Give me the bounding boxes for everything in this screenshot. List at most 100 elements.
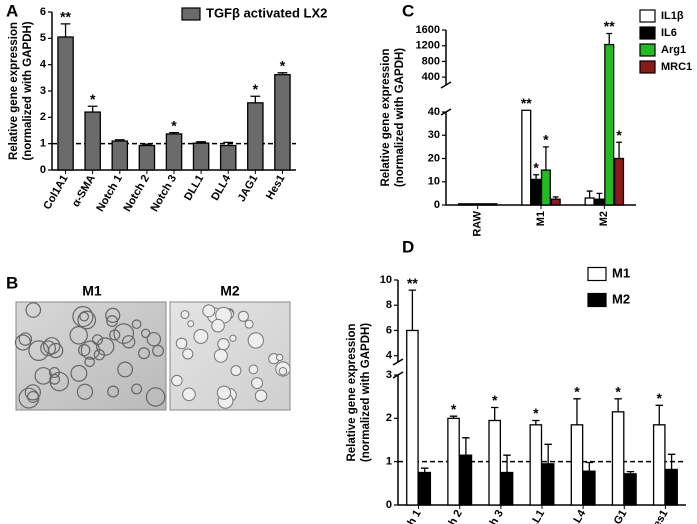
bar xyxy=(447,417,460,506)
x-tick-label: DLL1 xyxy=(182,173,206,203)
error-bar xyxy=(503,454,511,473)
bar xyxy=(457,203,468,206)
bar xyxy=(604,43,615,206)
cell xyxy=(202,304,216,318)
x-tick-label: Notch 3 xyxy=(475,508,506,524)
y-tick-label: 10 xyxy=(380,274,392,286)
y-tick-label: 6 xyxy=(40,6,46,18)
cell xyxy=(72,306,94,328)
bar xyxy=(594,198,605,206)
image-title: M2 xyxy=(220,283,240,299)
cell xyxy=(180,310,190,319)
bar xyxy=(418,471,432,506)
bar xyxy=(459,454,473,506)
cell xyxy=(78,343,91,357)
significance: * xyxy=(90,91,96,107)
bar xyxy=(247,102,264,171)
cell xyxy=(217,338,230,351)
cell xyxy=(182,387,196,402)
error-bar xyxy=(544,443,552,464)
cell xyxy=(152,344,165,357)
y-tick-label: 0 xyxy=(40,164,46,176)
significance: * xyxy=(615,384,621,400)
bar xyxy=(611,411,625,506)
bar xyxy=(624,473,637,506)
y-axis-label: (normalized with GAPDH) xyxy=(394,48,406,187)
y-tick-label: 0 xyxy=(434,199,440,211)
error-bar xyxy=(250,95,261,103)
x-tick-label: Hes1 xyxy=(264,173,288,202)
error-bar xyxy=(462,437,470,456)
y-tick-label: 2 xyxy=(386,412,392,424)
axis-break xyxy=(440,81,452,89)
bar xyxy=(582,470,596,506)
cell xyxy=(248,364,259,375)
cell xyxy=(237,310,249,322)
cell xyxy=(171,374,183,387)
error-bar xyxy=(596,192,603,200)
error-bar xyxy=(542,146,549,171)
bar xyxy=(488,419,502,506)
bar xyxy=(541,463,555,506)
error-bar xyxy=(585,461,594,472)
cell xyxy=(105,307,121,323)
error-bar xyxy=(449,415,458,419)
cell xyxy=(213,348,228,363)
bar xyxy=(57,36,74,171)
significance: * xyxy=(451,401,457,417)
x-tick-label: RAW xyxy=(472,210,484,236)
significance: * xyxy=(533,159,539,175)
bar xyxy=(111,140,129,171)
legend-label: IL6 xyxy=(661,27,677,39)
error-bar xyxy=(533,174,540,180)
cell xyxy=(229,334,237,342)
significance: * xyxy=(574,384,580,400)
panel-label: D xyxy=(402,237,414,256)
x-tick-label: Hes1 xyxy=(647,508,671,524)
cell xyxy=(25,302,42,318)
legend-swatch xyxy=(639,9,656,23)
cell xyxy=(140,328,151,339)
y-tick-label: 1200 xyxy=(416,40,440,52)
panel-label: B xyxy=(6,273,18,292)
cell xyxy=(14,334,32,351)
x-tick-label: M1 xyxy=(535,211,547,226)
y-tick-label: 40 xyxy=(428,106,440,118)
significance: * xyxy=(533,405,539,421)
cell xyxy=(28,340,49,361)
cell xyxy=(216,385,232,400)
x-tick-label: JAG1 xyxy=(236,173,261,204)
error-bar xyxy=(667,453,676,470)
significance: ** xyxy=(60,9,71,25)
error-bar xyxy=(626,470,635,474)
cell xyxy=(131,319,142,330)
x-tick-label: DLL1 xyxy=(523,508,547,524)
legend-label: IL1β xyxy=(661,10,684,22)
cell xyxy=(146,331,162,347)
legend-swatch xyxy=(587,266,607,282)
cell xyxy=(77,310,97,330)
cell xyxy=(106,315,119,328)
error-bar xyxy=(196,141,206,144)
error-bar xyxy=(655,404,663,425)
y-tick-label: 3 xyxy=(386,369,392,381)
bar xyxy=(570,424,584,506)
bar xyxy=(84,111,101,171)
error-bar xyxy=(114,139,125,142)
cell xyxy=(137,347,151,360)
legend-label: M1 xyxy=(612,265,630,280)
error-bar xyxy=(408,289,417,331)
y-tick-label: 2 xyxy=(40,111,46,123)
cell xyxy=(193,328,209,344)
y-tick-label: 10 xyxy=(428,176,440,188)
significance: * xyxy=(280,58,286,74)
legend-swatch xyxy=(181,7,201,21)
legend-swatch xyxy=(639,60,656,74)
error-bar xyxy=(223,141,234,146)
y-axis-label: Relative gene expression xyxy=(380,48,392,186)
bar xyxy=(540,169,551,206)
bar xyxy=(584,197,595,206)
x-tick-label: DLL4 xyxy=(209,172,234,203)
cell xyxy=(96,337,115,356)
panel-label: A xyxy=(6,1,18,20)
